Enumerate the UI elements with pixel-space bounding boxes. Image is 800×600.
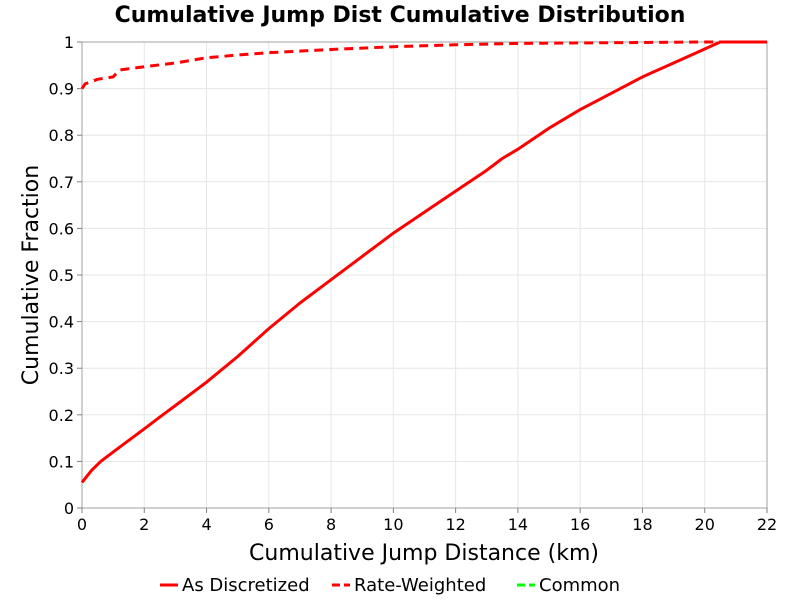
legend-label-rate-weighted: Rate-Weighted — [354, 575, 486, 596]
grid — [81, 41, 768, 509]
x-tick-label: 2 — [139, 515, 149, 534]
y-tick-label: 0 — [64, 499, 74, 518]
x-tick-label: 0 — [77, 515, 87, 534]
y-axis-ticks: 0 0.1 0.2 0.3 0.4 0.5 0.6 0.7 0.8 0.9 1 — [49, 33, 82, 518]
x-tick-label: 20 — [695, 515, 715, 534]
x-tick-label: 12 — [445, 515, 465, 534]
y-tick-label: 0.7 — [49, 173, 74, 192]
y-tick-label: 0.2 — [49, 406, 74, 425]
y-tick-label: 0.8 — [49, 126, 74, 145]
x-tick-label: 4 — [201, 515, 211, 534]
y-tick-label: 0.4 — [49, 313, 74, 332]
y-tick-label: 1 — [64, 33, 74, 52]
y-tick-label: 0.1 — [49, 452, 74, 471]
legend: As Discretized Rate-Weighted Common — [160, 575, 620, 596]
x-axis-label: Cumulative Jump Distance (km) — [249, 541, 599, 566]
x-tick-label: 16 — [570, 515, 590, 534]
y-tick-label: 0.3 — [49, 359, 74, 378]
x-tick-label: 6 — [264, 515, 274, 534]
x-tick-label: 8 — [326, 515, 336, 534]
y-tick-label: 0.5 — [49, 266, 74, 285]
x-tick-label: 18 — [632, 515, 652, 534]
x-axis-ticks: 0 2 4 6 8 10 12 14 16 18 20 22 — [77, 508, 777, 534]
series-line-as-discretized — [80, 40, 767, 484]
y-axis-label: Cumulative Fraction — [19, 165, 44, 385]
legend-label-as-discretized: As Discretized — [182, 575, 310, 596]
x-tick-label: 14 — [508, 515, 528, 534]
y-tick-label: 0.6 — [49, 219, 74, 238]
chart-title: Cumulative Jump Dist Cumulative Distribu… — [115, 3, 686, 28]
series-layer — [80, 40, 767, 484]
legend-label-common: Common — [539, 575, 620, 596]
series-line-rate-weighted — [80, 40, 767, 90]
x-tick-label: 10 — [383, 515, 403, 534]
x-tick-label: 22 — [757, 515, 777, 534]
y-tick-label: 0.9 — [49, 80, 74, 99]
